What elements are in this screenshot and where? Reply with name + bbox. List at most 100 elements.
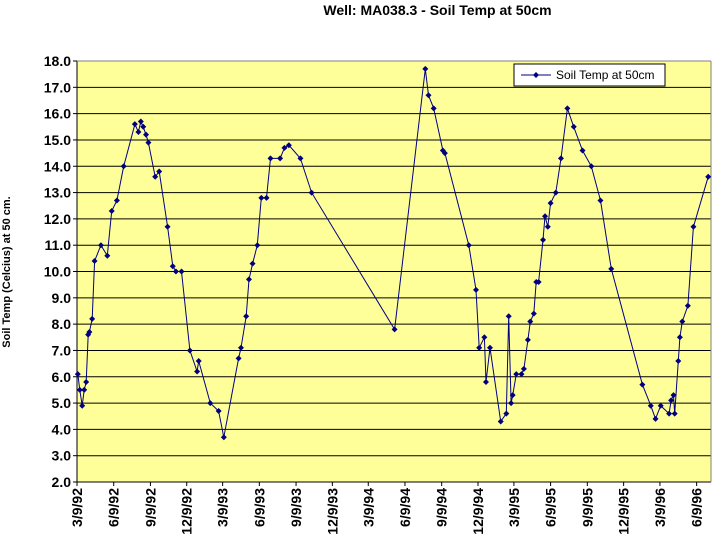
y-tick-label: 15.0 <box>44 132 71 148</box>
x-tick-label: 9/9/92 <box>142 488 158 527</box>
data-point <box>684 302 691 309</box>
data-point <box>220 434 227 441</box>
data-point <box>422 65 429 72</box>
data-point <box>508 400 515 407</box>
data-point <box>254 242 261 249</box>
data-point <box>497 418 504 425</box>
data-point <box>639 381 646 388</box>
axes <box>73 60 712 486</box>
data-point <box>145 139 152 146</box>
x-tick-labels: 3/9/92 6/9/92 9/9/92 12/9/92 3/9/93 6/9/93 9/9… <box>69 488 705 535</box>
legend-marker <box>533 72 539 78</box>
data-point <box>143 131 150 138</box>
data-point <box>89 315 96 322</box>
data-point <box>671 410 678 417</box>
data-point <box>277 155 284 162</box>
x-tick-label: 3/9/95 <box>506 488 522 527</box>
grid-lines <box>77 60 711 457</box>
x-tick-label: 6/9/94 <box>397 488 413 527</box>
data-point <box>668 397 675 404</box>
y-tick-label: 17.0 <box>44 79 71 95</box>
data-point <box>570 123 577 130</box>
y-tick-label: 5.0 <box>52 395 72 411</box>
data-point <box>509 392 516 399</box>
data-series <box>74 65 712 441</box>
data-point <box>430 105 437 112</box>
data-point <box>156 168 163 175</box>
y-tick-label: 8.0 <box>52 316 72 332</box>
data-point <box>666 410 673 417</box>
x-tick-label: 12/9/94 <box>470 488 486 535</box>
data-point <box>652 415 659 422</box>
x-tick-label: 3/9/92 <box>69 488 85 527</box>
data-point <box>169 263 176 270</box>
y-tick-label: 3.0 <box>52 448 72 464</box>
data-point <box>108 207 115 214</box>
data-point <box>527 318 534 325</box>
chart-title: Well: MA038.3 - Soil Temp at 50cm <box>323 2 552 18</box>
data-point <box>195 357 202 364</box>
x-tick-label: 6/9/92 <box>106 488 122 527</box>
x-tick-label: 3/9/93 <box>215 488 231 527</box>
data-point <box>249 260 256 267</box>
data-point <box>520 365 527 372</box>
data-point <box>113 197 120 204</box>
y-tick-label: 14.0 <box>44 158 71 174</box>
data-point <box>482 379 489 386</box>
legend: Soil Temp at 50cm <box>513 63 666 87</box>
data-point <box>76 386 83 393</box>
data-point <box>579 147 586 154</box>
legend-box <box>513 63 666 87</box>
x-tick-label: 12/9/92 <box>179 488 195 535</box>
y-tick-label: 16.0 <box>44 106 71 122</box>
data-point <box>535 279 542 286</box>
legend-entry: Soil Temp at 50cm <box>556 68 655 82</box>
data-point <box>97 242 104 249</box>
data-point <box>74 371 81 378</box>
data-point <box>172 268 179 275</box>
x-tick-label: 9/9/95 <box>579 488 595 527</box>
data-point <box>476 344 483 351</box>
data-point <box>647 402 654 409</box>
x-tick-label: 9/9/94 <box>434 488 450 527</box>
y-tick-label: 4.0 <box>52 421 72 437</box>
data-point <box>140 123 147 130</box>
data-point <box>258 194 265 201</box>
data-point <box>557 155 564 162</box>
data-point <box>690 223 697 230</box>
y-tick-label: 6.0 <box>52 369 72 385</box>
y-tick-label: 12.0 <box>44 211 71 227</box>
data-point <box>263 194 270 201</box>
data-point <box>425 92 432 99</box>
data-point <box>588 163 595 170</box>
data-point <box>524 336 531 343</box>
x-tick-label: 9/9/93 <box>288 488 304 527</box>
data-point <box>552 189 559 196</box>
y-tick-label: 13.0 <box>44 185 71 201</box>
data-point <box>237 344 244 351</box>
data-point <box>91 257 98 264</box>
data-point <box>670 392 677 399</box>
data-point <box>518 371 525 378</box>
data-point <box>530 310 537 317</box>
data-point <box>544 223 551 230</box>
x-tick-label: 6/9/95 <box>543 488 559 527</box>
data-point <box>178 268 185 275</box>
data-point <box>297 155 304 162</box>
data-point <box>705 173 712 180</box>
data-point <box>513 371 520 378</box>
data-point <box>285 142 292 149</box>
y-tick-label: 18.0 <box>44 53 71 69</box>
data-point <box>194 368 201 375</box>
x-tick-label: 12/9/93 <box>324 488 340 535</box>
data-point <box>164 223 171 230</box>
y-tick-label: 10.0 <box>44 264 71 280</box>
data-point <box>86 329 93 336</box>
data-point <box>131 121 138 128</box>
data-point <box>152 173 159 180</box>
y-tick-labels: 2.0 3.0 4.0 5.0 6.0 7.0 8.0 9.0 10.0 11.0 12.0 13.0… <box>44 53 71 490</box>
data-point <box>547 200 554 207</box>
data-point <box>564 105 571 112</box>
data-point <box>542 213 549 220</box>
